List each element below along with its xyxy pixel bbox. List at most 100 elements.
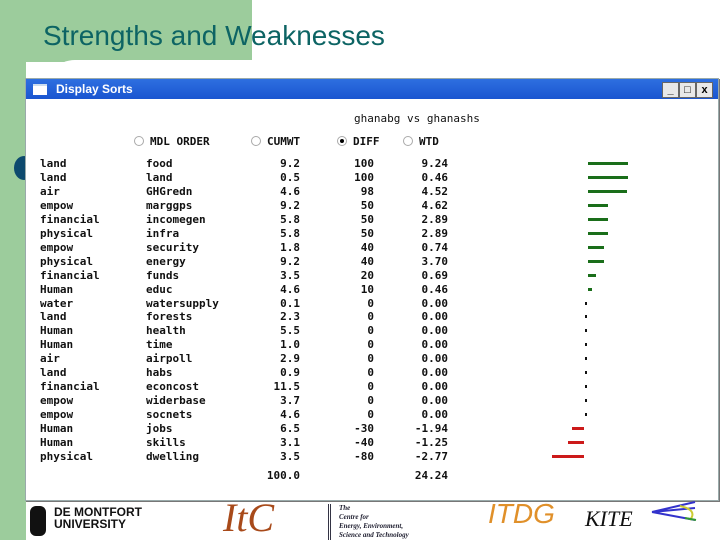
table-row: Human time 1.0 0 0.00 [26,338,716,352]
diff-bar-positive [588,273,596,277]
category: physical [40,449,93,463]
wtd: 0.46 [421,282,449,296]
diff: 0 [367,338,374,352]
diff-bar-positive [588,203,608,207]
diff-bar-positive [588,162,628,165]
diff: 10 [360,282,374,296]
wtd: 0.00 [421,380,449,394]
table-row: financial econcost 11.5 0 0.00 [26,380,716,394]
maximize-button[interactable]: □ [679,82,696,98]
diff-bar-zero [585,399,587,403]
radio-button[interactable] [251,136,261,146]
category: Human [40,436,74,449]
cumwt: 9.2 [280,198,300,212]
table-row: empow marggps 9.2 50 4.62 [26,199,716,213]
cumwt: 6.5 [280,422,300,436]
cumwt: 3.5 [280,449,300,463]
diff: 100 [354,157,374,170]
display-sorts-window: Display Sorts _ □ x ghanabg vs ghanashs … [25,78,719,501]
ceest-logo: The Centre for Energy, Environment, Science… [328,504,409,540]
item: forests [146,310,193,324]
sort-option-mdl-order[interactable]: MDL ORDER [134,135,210,148]
table-row: financial funds 3.5 20 0.69 [26,269,716,283]
cumwt: 1.0 [280,338,300,352]
category: empow [40,408,74,422]
table-row: land habs 0.9 0 0.00 [26,366,716,380]
diff: -80 [354,449,374,463]
table-row: financial incomegen 5.8 50 2.89 [26,213,716,227]
radio-label: CUMWT [267,135,301,148]
diff-bar-positive [588,259,604,263]
wtd: 0.00 [421,338,449,352]
total-cumwt: 100.0 [266,469,300,482]
radio-button[interactable] [134,136,144,146]
table-row: land food 9.2 100 9.24 [26,157,716,171]
cumwt: 2.3 [280,310,300,324]
window-content: ghanabg vs ghanashs MDL ORDER CUMWT DIFF WT… [26,99,718,500]
wtd: 0.00 [421,394,449,408]
close-button[interactable]: x [696,82,713,98]
wtd: 4.62 [421,198,449,212]
table-row: Human skills 3.1 -40 -1.25 [26,436,716,450]
diff-bar-zero [585,343,587,347]
diff: 50 [360,226,374,240]
cumwt: 4.6 [280,184,300,198]
item: econcost [146,380,199,394]
diff: 40 [360,254,374,268]
item: skills [146,436,186,449]
wtd: 9.24 [421,157,449,170]
item: watersupply [146,296,219,310]
diff: 0 [367,324,374,338]
diff-bar-zero [585,413,587,417]
window-title: Display Sorts [56,82,133,96]
diff: 0 [367,310,374,324]
category: air [40,352,60,366]
item: widerbase [146,394,206,408]
sort-option-wtd[interactable]: WTD [403,135,439,148]
category: empow [40,394,74,408]
category: Human [40,282,74,296]
wtd: 4.52 [421,184,449,198]
table-row: empow security 1.8 40 0.74 [26,241,716,255]
item: health [146,324,186,338]
cumwt: 0.5 [280,170,300,184]
category: Human [40,324,74,338]
cumwt: 9.2 [280,254,300,268]
item: time [146,338,173,352]
diff: 0 [367,394,374,408]
diff-bar-negative [552,454,584,458]
category: land [40,310,67,324]
cumwt: 2.9 [280,352,300,366]
title-bar[interactable]: Display Sorts _ □ x [26,79,718,99]
radio-button[interactable] [337,136,347,146]
diff-bar-zero [585,371,587,375]
table-row: empow socnets 4.6 0 0.00 [26,408,716,422]
wtd: 2.89 [421,226,449,240]
table-row: Human health 5.5 0 0.00 [26,324,716,338]
radio-button[interactable] [403,136,413,146]
item: incomegen [146,212,206,226]
diff: 98 [360,184,374,198]
table-row: Human educ 4.6 10 0.46 [26,283,716,297]
table-row: physical infra 5.8 50 2.89 [26,227,716,241]
radio-label: MDL ORDER [150,135,210,148]
item: educ [146,282,173,296]
cumwt: 0.9 [280,366,300,380]
diff: 100 [354,170,374,184]
comparison-subtitle: ghanabg vs ghanashs [354,112,480,125]
item: marggps [146,198,193,212]
sort-option-cumwt[interactable]: CUMWT [251,135,300,148]
sort-option-diff[interactable]: DIFF [337,135,380,148]
itc-logo: ItC [223,495,275,540]
background-strip [0,0,26,540]
wtd: -2.77 [414,449,448,463]
table-row: air GHGredn 4.6 98 4.52 [26,185,716,199]
category: empow [40,198,74,212]
table-row: physical dwelling 3.5 -80 -2.77 [26,450,716,464]
item: land [146,170,173,184]
diff-bar-positive [588,287,592,291]
cumwt: 5.8 [280,212,300,226]
minimize-button[interactable]: _ [662,82,679,98]
category: land [40,170,67,184]
category: financial [40,268,100,282]
